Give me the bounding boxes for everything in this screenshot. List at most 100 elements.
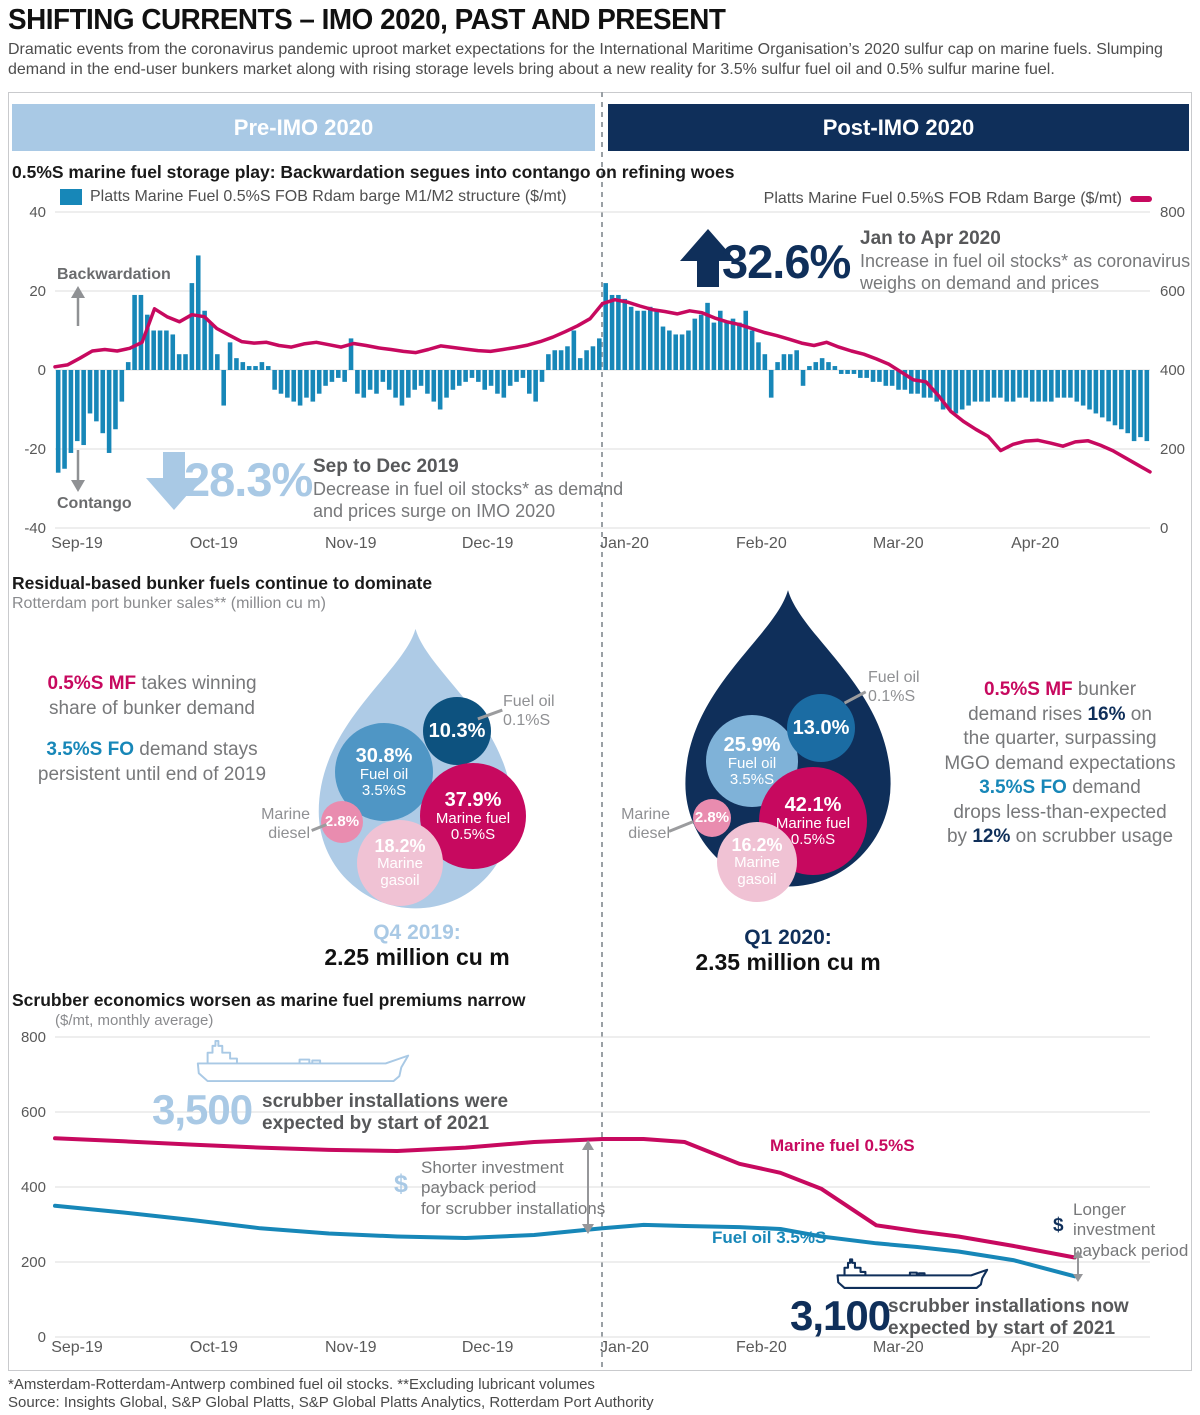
bar-legend-swatch bbox=[60, 189, 82, 205]
scrubber-count-now: 3,100 bbox=[790, 1292, 891, 1339]
bar-series-legend: Platts Marine Fuel 0.5%S FOB Rdam barge … bbox=[60, 188, 567, 206]
right-note-mf-line3: the quarter, surpassing bbox=[963, 728, 1157, 750]
left-note-fo-lead: 3.5%S FO bbox=[46, 739, 135, 760]
svg-text:Nov-19: Nov-19 bbox=[325, 1339, 377, 1356]
bar-legend-label: Platts Marine Fuel 0.5%S FOB Rdam barge … bbox=[90, 188, 567, 205]
bubble-label2: gasoil bbox=[737, 870, 777, 888]
bubble-pct: 2.8% bbox=[324, 812, 360, 830]
bubble-marine-gasoil-q1: 16.2% Marine gasoil bbox=[717, 822, 797, 902]
bubble-label2: 3.5%S bbox=[729, 771, 775, 788]
bubble-label2: 3.5%S bbox=[361, 782, 407, 799]
end-gap-arrow-icon bbox=[1073, 1250, 1083, 1282]
right-note-fo-l3a: by bbox=[946, 826, 973, 848]
right-note-mf-rest: bunker bbox=[1072, 679, 1137, 700]
dollar-icon-navy: $ bbox=[1053, 1215, 1064, 1236]
right-note-fo-line2: drops less-than-expected bbox=[953, 801, 1167, 823]
bubble-label2: gasoil bbox=[380, 871, 420, 889]
line-series-legend: Platts Marine Fuel 0.5%S FOB Rdam Barge … bbox=[764, 190, 1152, 208]
marine-fuel-line-label: Marine fuel 0.5%S bbox=[770, 1136, 915, 1155]
q4-2019-period-label: Q4 2019: bbox=[373, 921, 461, 944]
left-note-mf-rest: takes winning bbox=[136, 673, 257, 694]
ext-label-fuel-oil-01-q4: Fuel oil 0.1%S bbox=[503, 692, 555, 730]
bubble-fuel-oil-01-q4: 10.3% bbox=[423, 697, 491, 765]
longer-line2: investment bbox=[1073, 1220, 1156, 1240]
bunker-sales-subtitle: Rotterdam port bunker sales** (million c… bbox=[12, 595, 326, 612]
right-note-fo-lead: 3.5%S FO bbox=[979, 777, 1067, 798]
svg-text:-40: -40 bbox=[24, 520, 46, 537]
decrease-desc-line1: Decrease in fuel oil stocks* as demand bbox=[313, 478, 624, 499]
ext-line1: Marine bbox=[621, 806, 670, 823]
left-note-fo-line2: persistent until end of 2019 bbox=[37, 763, 267, 785]
bubble-pct: 2.8% bbox=[694, 808, 730, 826]
svg-text:Sep-19: Sep-19 bbox=[51, 1339, 103, 1356]
svg-text:600: 600 bbox=[21, 1104, 46, 1121]
bubble-label2: 0.5%S bbox=[450, 826, 496, 843]
increase-period: Jan to Apr 2020 bbox=[860, 228, 1001, 249]
bubble-pct: 10.3% bbox=[428, 720, 486, 742]
svg-text:-20: -20 bbox=[24, 441, 46, 458]
bubble-marine-diesel-q4: 2.8% bbox=[321, 801, 363, 843]
right-note-fo-l3b: 12% bbox=[972, 826, 1011, 848]
bubble-label: Fuel oil bbox=[359, 765, 409, 783]
svg-text:0: 0 bbox=[1160, 520, 1168, 537]
longer-line1: Longer bbox=[1073, 1200, 1126, 1219]
bunker-sales-title: Residual-based bunker fuels continue to … bbox=[12, 573, 433, 593]
svg-text:200: 200 bbox=[1160, 441, 1185, 458]
left-note-fo-rest: demand stays bbox=[134, 739, 258, 760]
contango-down-arrow-icon bbox=[71, 450, 85, 492]
svg-text:Oct-19: Oct-19 bbox=[190, 535, 238, 552]
right-note-mf: 0.5%S MF bunker demand rises 16% on the … bbox=[930, 678, 1190, 777]
svg-text:20: 20 bbox=[29, 283, 46, 300]
storage-play-chart: 40 800 20 600 0 400 -20 200 -40 0 Sep-19 Oct-19 Nov-… bbox=[24, 204, 1185, 552]
scrubber-now-line2: expected by start of 2021 bbox=[888, 1317, 1116, 1339]
svg-text:Apr-20: Apr-20 bbox=[1011, 535, 1059, 552]
decrease-desc-line2: and prices surge on IMO 2020 bbox=[313, 500, 556, 521]
ext-line2: diesel bbox=[628, 825, 670, 843]
bubble-marine-gasoil-q4: 18.2% Marine gasoil bbox=[357, 820, 443, 906]
storage-chart-title: 0.5%S marine fuel storage play: Backward… bbox=[12, 162, 735, 182]
right-note-fo-rest: demand bbox=[1066, 777, 1141, 798]
backwardation-up-arrow-icon bbox=[71, 286, 85, 326]
q1-2020-total: 2.35 million cu m bbox=[695, 949, 881, 975]
svg-text:Dec-19: Dec-19 bbox=[462, 1339, 514, 1356]
bubble-label: Marine fuel bbox=[775, 814, 851, 832]
content-frame bbox=[8, 92, 1192, 1371]
longer-payback-text: Longer investment payback period bbox=[1073, 1200, 1188, 1261]
left-note-mf-line2: share of bunker demand bbox=[49, 697, 255, 719]
bubble-pct: 42.1% bbox=[784, 793, 842, 816]
svg-text:600: 600 bbox=[1160, 283, 1185, 300]
scrubber-now-text: scrubber installations now expected by s… bbox=[888, 1296, 1129, 1340]
line-legend-swatch bbox=[1130, 196, 1152, 202]
right-note-fo-l3c: on scrubber usage bbox=[1010, 826, 1174, 848]
svg-text:Apr-20: Apr-20 bbox=[1011, 1339, 1059, 1356]
shorter-line2: payback period bbox=[421, 1178, 537, 1198]
page-subtitle: Dramatic events from the coronavirus pan… bbox=[8, 41, 1163, 79]
svg-text:800: 800 bbox=[1160, 204, 1185, 221]
dollar-icon: $ bbox=[394, 1170, 408, 1198]
shorter-payback-text: Shorter investment payback period for sc… bbox=[421, 1158, 605, 1219]
right-note-fo: 3.5%S FO demand drops less-than-expected… bbox=[930, 776, 1190, 850]
ext-line2: 0.1%S bbox=[868, 688, 916, 706]
right-note-mf-line4: MGO demand expectations bbox=[944, 753, 1176, 775]
post-imo-header: Post-IMO 2020 bbox=[608, 104, 1189, 151]
svg-text:0: 0 bbox=[38, 1329, 46, 1346]
svg-text:Jan-20: Jan-20 bbox=[600, 535, 649, 552]
svg-text:Mar-20: Mar-20 bbox=[873, 535, 924, 552]
svg-text:200: 200 bbox=[21, 1254, 46, 1271]
ext-line1: Fuel oil bbox=[503, 693, 555, 710]
scrubber-expected-line2: expected by start of 2021 bbox=[262, 1112, 490, 1134]
svg-text:Sep-19: Sep-19 bbox=[51, 535, 103, 552]
bubble-pct: 13.0% bbox=[792, 717, 850, 739]
increase-callout-text: Jan to Apr 2020 Increase in fuel oil sto… bbox=[860, 228, 1190, 295]
increase-desc-line2: weighs on demand and prices bbox=[860, 272, 1100, 293]
q4-2019-total: 2.25 million cu m bbox=[324, 944, 510, 970]
decrease-percentage: 28.3% bbox=[184, 453, 313, 506]
tanker-ship-outline-icon-navy bbox=[836, 1258, 989, 1289]
bubble-label2: 0.5%S bbox=[790, 831, 836, 848]
footnote-line1: *Amsterdam-Rotterdam-Antwerp combined fu… bbox=[8, 1376, 595, 1393]
svg-text:Jan-20: Jan-20 bbox=[600, 1339, 649, 1356]
svg-text:0: 0 bbox=[38, 362, 46, 379]
decrease-period: Sep to Dec 2019 bbox=[313, 456, 459, 477]
svg-text:Mar-20: Mar-20 bbox=[873, 1339, 924, 1356]
